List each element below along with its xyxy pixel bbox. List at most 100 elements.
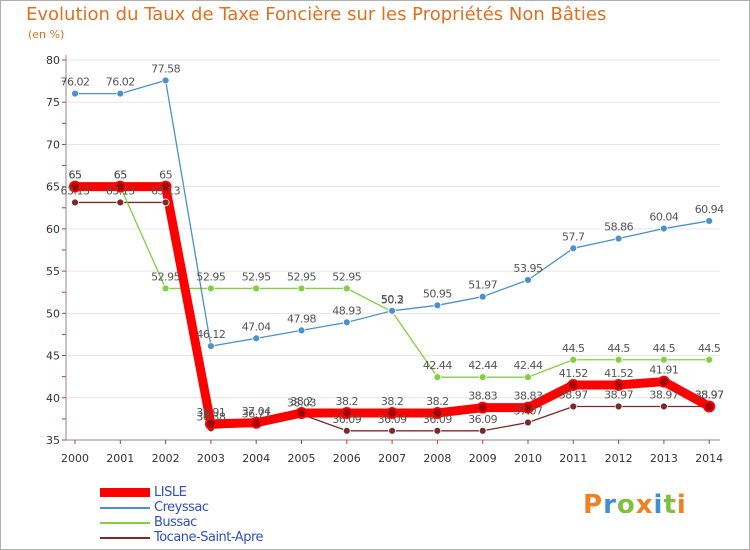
x-tick-label: 2010	[514, 452, 542, 465]
data-label-creyssac: 47.04	[242, 320, 271, 333]
data-label-bussac: 52.95	[242, 270, 271, 283]
y-tick-label: 45	[46, 350, 60, 363]
x-tick-label: 2012	[605, 452, 633, 465]
legend-item-lisle[interactable]: LISLE	[100, 485, 263, 500]
logo-letter: t	[663, 490, 677, 520]
data-point-lisle	[431, 406, 444, 419]
data-point-lisle	[476, 401, 489, 414]
data-label-creyssac: 76.02	[61, 76, 90, 89]
data-point-tocane-saint-apre	[342, 426, 351, 435]
data-label-creyssac: 77.58	[151, 62, 180, 75]
x-tick-label: 2011	[559, 452, 587, 465]
y-tick-label: 60	[46, 223, 60, 236]
data-label-creyssac: 76.02	[106, 76, 135, 89]
x-tick-label: 2004	[242, 452, 270, 465]
data-label-creyssac: 57.7	[562, 230, 585, 243]
data-point-tocane-saint-apre	[569, 402, 578, 411]
proxiti-logo: Proxiti	[583, 490, 687, 520]
logo-letter: i	[676, 490, 687, 520]
data-point-bussac	[614, 355, 623, 364]
data-point-creyssac	[252, 334, 261, 343]
data-point-lisle	[69, 180, 81, 193]
legend-label: Creyssac	[154, 500, 209, 515]
data-label-lisle: 65	[69, 169, 82, 182]
data-point-tocane-saint-apre	[660, 402, 668, 411]
x-tick-label: 2001	[106, 452, 134, 465]
data-label-creyssac: 50.95	[423, 287, 452, 300]
data-label-bussac: 44.5	[653, 342, 676, 355]
y-tick-label: 75	[46, 96, 60, 109]
data-label-bussac: 52.95	[196, 270, 225, 283]
data-label-bussac: 52.95	[287, 270, 316, 283]
data-label-lisle: 38.2	[336, 395, 359, 408]
data-label-lisle: 38.2	[426, 395, 449, 408]
data-point-creyssac	[614, 234, 623, 243]
y-tick-label: 65	[46, 181, 60, 194]
logo-letter: r	[603, 490, 617, 520]
data-label-tocane-saint-apre: 36.09	[423, 413, 452, 426]
data-label-lisle: 38.2	[381, 395, 404, 408]
data-label-tocane-saint-apre: 38.97	[649, 388, 678, 401]
data-label-creyssac: 46.12	[196, 328, 225, 341]
data-label-tocane-saint-apre: 37.07	[514, 405, 543, 418]
data-point-creyssac	[342, 318, 351, 327]
data-point-creyssac	[161, 76, 170, 85]
y-tick-label: 80	[46, 54, 60, 67]
data-label-creyssac: 60.94	[695, 203, 724, 216]
legend-item-creyssac[interactable]: Creyssac	[100, 500, 263, 515]
data-label-creyssac: 53.95	[514, 262, 543, 275]
data-point-tocane-saint-apre	[433, 426, 442, 435]
data-point-creyssac	[660, 224, 668, 233]
data-point-creyssac	[433, 301, 442, 310]
legend-item-bussac[interactable]: Bussac	[100, 515, 263, 530]
data-label-lisle: 41.91	[649, 364, 678, 377]
data-label-bussac: 52.95	[332, 270, 361, 283]
logo-letter: o	[616, 490, 636, 520]
y-tick-label: 70	[46, 138, 60, 151]
data-label-bussac: 42.44	[468, 359, 497, 372]
data-label-lisle: 36.91	[196, 406, 225, 419]
legend: LISLE Creyssac Bussac Tocane-Saint-Apre	[100, 485, 264, 545]
legend-label: Tocane-Saint-Apre	[154, 530, 264, 545]
data-point-bussac	[342, 284, 351, 293]
data-point-lisle	[340, 406, 353, 419]
data-point-tocane-saint-apre	[614, 402, 623, 411]
data-label-lisle: 37.04	[242, 405, 271, 418]
data-point-lisle	[295, 406, 308, 419]
data-label-creyssac: 50.3	[381, 293, 404, 306]
legend-item-tocane-saint-apre[interactable]: Tocane-Saint-Apre	[100, 530, 264, 545]
data-point-tocane-saint-apre	[116, 198, 125, 207]
data-point-tocane-saint-apre	[161, 198, 170, 207]
data-point-bussac	[660, 355, 668, 364]
data-label-bussac: 65	[114, 169, 127, 182]
data-label-tocane-saint-apre: 63.13	[151, 184, 180, 197]
data-label-lisle: 38.2	[290, 395, 313, 408]
data-point-bussac	[161, 284, 170, 293]
data-label-lisle: 38.97	[695, 388, 724, 401]
y-tick-label: 40	[46, 392, 60, 405]
data-point-bussac	[524, 373, 532, 382]
data-label-lisle: 41.52	[604, 367, 633, 380]
y-tick-label: 35	[46, 434, 60, 447]
data-label-tocane-saint-apre: 38.97	[559, 388, 588, 401]
logo-letter: x	[635, 490, 654, 520]
data-point-lisle	[114, 180, 127, 193]
data-label-tocane-saint-apre: 36.09	[332, 413, 361, 426]
data-label-lisle: 65	[159, 169, 172, 182]
line-chart: 35 40 45 50 55 60 65 70 75 80 2000 2001 2002 2003 2004…	[46, 54, 725, 465]
data-point-creyssac	[705, 217, 714, 225]
legend-swatch-lisle	[100, 488, 150, 497]
data-label-lisle: 38.83	[468, 390, 497, 403]
logo-letter: P	[583, 490, 604, 520]
data-point-creyssac	[524, 276, 532, 284]
data-point-creyssac	[388, 306, 397, 315]
data-point-tocane-saint-apre	[71, 198, 79, 207]
data-label-tocane-saint-apre: 36.71	[242, 408, 271, 421]
x-tick-label: 2006	[333, 452, 361, 465]
data-label-lisle: 65	[114, 169, 127, 182]
data-label-bussac: 65	[69, 169, 82, 182]
data-point-bussac	[478, 373, 487, 382]
data-label-creyssac: 48.93	[332, 304, 361, 317]
x-tick-label: 2014	[695, 452, 723, 465]
data-label-bussac: 50.2	[381, 294, 404, 307]
